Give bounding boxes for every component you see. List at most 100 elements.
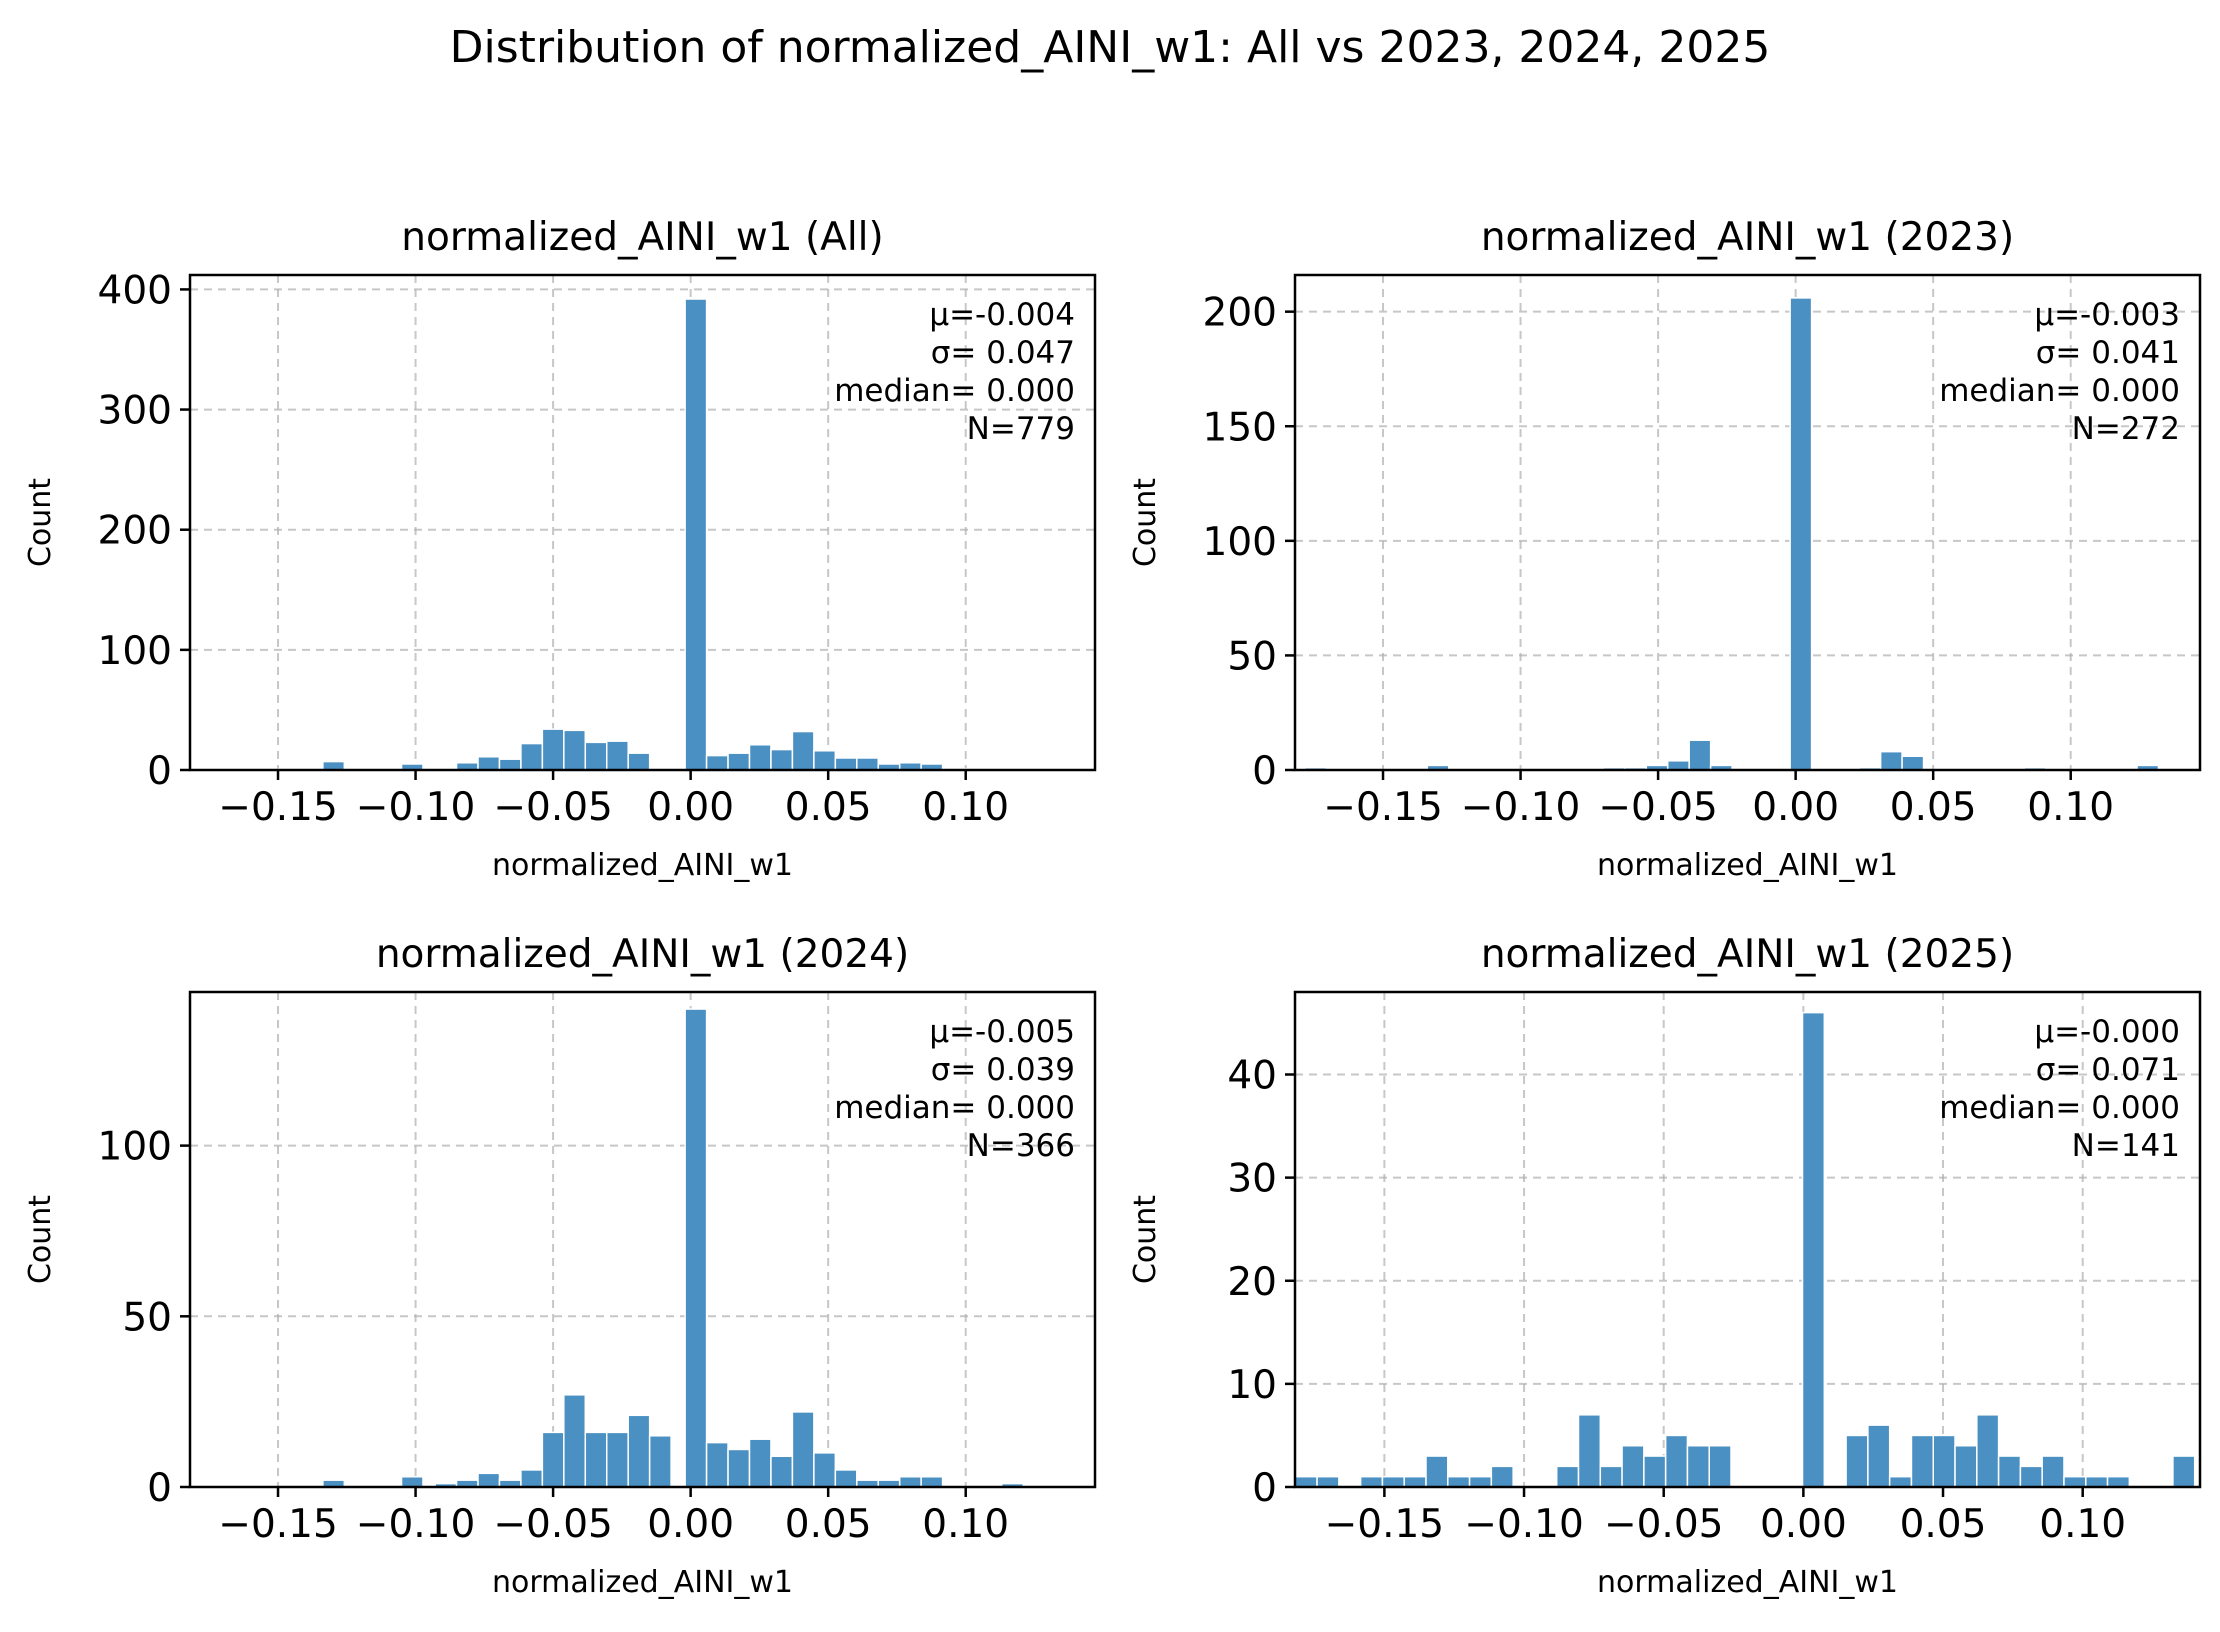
x-tick-label: 0.10	[2027, 785, 2114, 830]
histogram-bar	[1359, 1475, 1384, 1488]
histogram-bar	[2041, 1455, 2065, 1488]
histogram-bar	[727, 1448, 751, 1488]
bars	[322, 1008, 1024, 1488]
histogram-bar	[1403, 1475, 1427, 1488]
stats-line: median= 0.000	[1939, 1090, 2180, 1126]
histogram-bar	[563, 1394, 587, 1488]
stats-line: median= 0.000	[1939, 373, 2180, 409]
histogram-bar	[705, 1441, 729, 1488]
panel-title: normalized_AINI_w1 (2025)	[1481, 932, 2014, 977]
y-tick-label: 300	[98, 389, 172, 434]
histogram-bar	[1381, 1475, 1405, 1488]
x-axis-label: normalized_AINI_w1	[1597, 1565, 1898, 1600]
y-tick-label: 100	[98, 629, 172, 674]
x-tick-label: 0.05	[1890, 785, 1977, 830]
y-axis-label: Count	[23, 1195, 58, 1284]
bars	[196, 298, 1059, 771]
histogram-bar	[898, 1476, 922, 1488]
x-tick-label: −0.10	[1464, 1502, 1584, 1547]
histogram-bar	[1888, 1475, 1913, 1488]
histogram-bar	[1621, 1445, 1645, 1488]
panel-title: normalized_AINI_w1 (2024)	[376, 932, 909, 977]
axes-frame	[1293, 273, 2202, 772]
axes-frame	[1293, 990, 2202, 1489]
x-tick-label: 0.05	[1900, 1502, 1987, 1547]
histogram-bar	[1932, 1434, 1956, 1488]
y-tick-label: 50	[1227, 634, 1277, 679]
x-tick-label: −0.05	[1604, 1502, 1724, 1547]
histogram-panel-3: −0.15 −0.10 −0.05 0.00 0.05 0.10 0 10 20 30 40 norm…	[1128, 932, 2202, 1600]
x-tick-label: −0.10	[356, 785, 476, 830]
x-tick-label: −0.10	[1461, 785, 1581, 830]
y-tick-label: 30	[1227, 1157, 1277, 1202]
y-tick-label: 200	[98, 509, 172, 554]
histogram-bar	[813, 750, 837, 771]
x-tick-label: −0.15	[1323, 785, 1443, 830]
histogram-bar	[1879, 750, 1903, 771]
y-tick-label: 400	[98, 268, 172, 313]
x-tick-label: −0.05	[493, 1502, 613, 1547]
histogram-panel-1: −0.15 −0.10 −0.05 0.00 0.05 0.10 0 50 100 150 200 n…	[1128, 215, 2202, 883]
x-tick-label: 0.10	[922, 1502, 1009, 1547]
histogram-bar	[1599, 1465, 1623, 1488]
histogram-bar	[2019, 1465, 2043, 1488]
y-tick-label: 0	[1252, 749, 1277, 794]
histogram-bar	[705, 754, 729, 771]
x-tick-label: 0.00	[647, 1502, 734, 1547]
histogram-bar	[770, 1455, 794, 1488]
x-tick-label: 0.05	[785, 785, 872, 830]
histogram-bar	[791, 730, 815, 771]
x-tick-label: −0.05	[493, 785, 613, 830]
x-tick-label: −0.05	[1598, 785, 1718, 830]
stats-line: N=272	[2072, 411, 2180, 447]
histogram-bar	[1954, 1445, 1978, 1488]
stats-line: μ=-0.003	[2034, 297, 2180, 333]
histogram-bar	[834, 757, 858, 771]
histogram-bar	[748, 1438, 772, 1488]
histogram-bar	[2106, 1475, 2131, 1488]
y-tick-label: 150	[1203, 405, 1277, 450]
stats-line: σ= 0.041	[2036, 335, 2180, 371]
histogram-bar	[1425, 1455, 1449, 1488]
histogram-bar	[498, 758, 522, 771]
stats-line: N=366	[967, 1128, 1075, 1164]
stats-line: N=779	[967, 411, 1075, 447]
histogram-bar	[791, 1411, 815, 1488]
x-tick-label: 0.00	[647, 785, 734, 830]
histogram-bar	[1643, 1455, 1667, 1488]
histogram-bar	[541, 1431, 565, 1488]
histogram-bar	[322, 760, 346, 771]
histogram-bar	[563, 729, 587, 771]
histogram-bar	[1910, 1434, 1934, 1488]
stats-line: μ=-0.005	[929, 1014, 1075, 1050]
y-tick-label: 0	[147, 749, 172, 794]
stats-line: N=141	[2072, 1128, 2180, 1164]
histogram-bar	[1997, 1455, 2022, 1488]
histogram-bar	[1686, 1445, 1710, 1488]
histogram-bar	[541, 728, 565, 771]
histogram-bar	[520, 1469, 544, 1488]
histogram-bar	[727, 752, 751, 771]
y-tick-label: 40	[1227, 1054, 1277, 1099]
x-axis-label: normalized_AINI_w1	[1597, 848, 1898, 883]
histogram-bar	[627, 1414, 651, 1488]
histogram-panel-2: −0.15 −0.10 −0.05 0.00 0.05 0.10 0 50 100 normali…	[23, 932, 1097, 1600]
histogram-bar	[1867, 1424, 1891, 1488]
y-tick-label: 100	[1203, 520, 1277, 565]
panel-title: normalized_AINI_w1 (2023)	[1481, 215, 2014, 260]
y-axis-label: Count	[23, 478, 58, 567]
y-tick-label: 10	[1227, 1363, 1277, 1408]
x-axis-label: normalized_AINI_w1	[492, 1565, 793, 1600]
x-tick-label: −0.15	[1325, 1502, 1445, 1547]
stats-line: μ=-0.004	[929, 297, 1075, 333]
x-tick-label: 0.10	[2039, 1502, 2126, 1547]
x-tick-label: −0.15	[218, 1502, 338, 1547]
histogram-bar	[856, 757, 879, 771]
histogram-bar	[770, 748, 794, 771]
histogram-bar	[920, 1476, 944, 1488]
stats-line: median= 0.000	[834, 1090, 1075, 1126]
histogram-bar	[1664, 1434, 1689, 1488]
histogram-bar	[1447, 1475, 1471, 1488]
histogram-bar	[2085, 1475, 2109, 1488]
histogram-bar	[1901, 755, 1925, 771]
